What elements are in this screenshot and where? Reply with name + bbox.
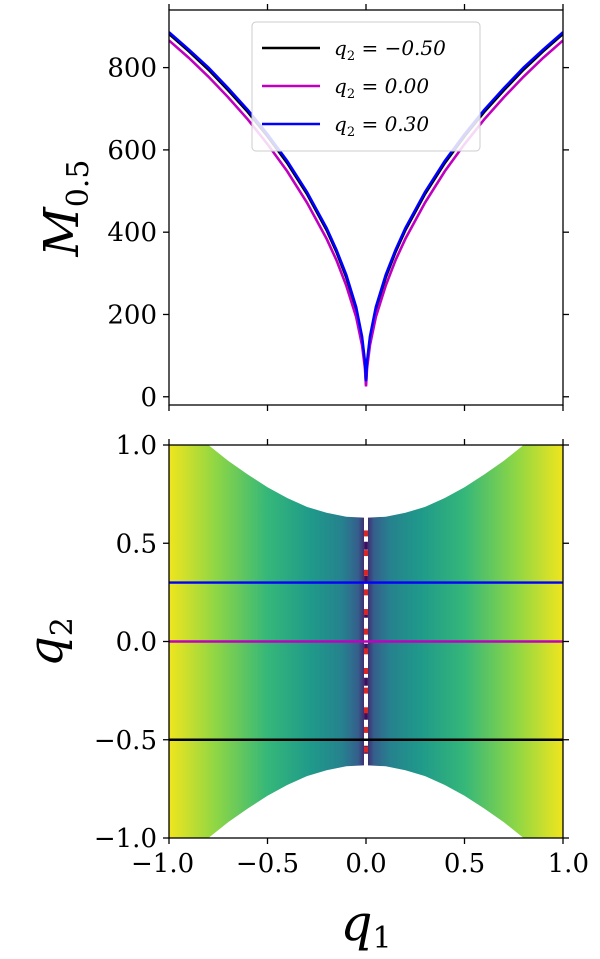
bottom-x-axis-title-sub: 1 bbox=[372, 921, 391, 956]
bottom-y-tick-label: −0.5 bbox=[94, 726, 157, 756]
top-y-axis-title: M0.5 bbox=[34, 160, 96, 258]
bottom-x-tick-label: −1.0 bbox=[131, 849, 194, 879]
bottom-y-tick-label: 1.0 bbox=[116, 431, 157, 461]
bottom-x-tick-label: 0.5 bbox=[444, 849, 485, 879]
legend: q2 = −0.50 q2 = 0.00 q2 = 0.30 bbox=[251, 21, 481, 152]
bottom-y-axis-title-sub: 2 bbox=[45, 617, 80, 636]
bottom-x-tick-label: −0.5 bbox=[236, 849, 299, 879]
top-y-axis-title-sub: 0.5 bbox=[61, 160, 96, 208]
bottom-y-tick-label: −1.0 bbox=[94, 824, 157, 854]
top-y-axis-title-main: M bbox=[34, 205, 90, 257]
legend-label-1: q2 = −0.50 bbox=[334, 36, 446, 64]
bottom-y-axis-title-main: q bbox=[18, 636, 74, 667]
bottom-axes: −1.0 −0.5 0.0 0.5 1.0 −1.0 −0.5 0.0 0.5 1.0 bbox=[94, 431, 589, 879]
top-y-tick-label: 0 bbox=[140, 383, 157, 413]
bottom-y-tick-label: 0.0 bbox=[116, 628, 157, 658]
bottom-y-axis-title: q2 bbox=[18, 617, 80, 667]
bottom-y-tick-label: 0.5 bbox=[116, 529, 157, 559]
bottom-x-axis-title: q1 bbox=[340, 894, 391, 956]
bottom-x-tick-label: 0.0 bbox=[345, 849, 386, 879]
bottom-x-axis-title-main: q bbox=[340, 894, 372, 952]
bottom-x-tick-label: 1.0 bbox=[548, 849, 589, 879]
top-y-tick-label: 600 bbox=[107, 136, 157, 166]
top-axes: 0 200 400 600 800 bbox=[107, 4, 569, 413]
bottom-chart-panel: −1.0−0.50.00.51.0−1.0 −0.5 0.0 0.5 1.0 q2 q1 bbox=[18, 431, 589, 956]
legend-box bbox=[251, 21, 481, 152]
legend-label-2: q2 = 0.00 bbox=[334, 74, 429, 102]
top-y-tick-label: 400 bbox=[107, 218, 157, 248]
top-y-tick-label: 800 bbox=[107, 54, 157, 84]
bottom-plot-area bbox=[169, 445, 563, 838]
legend-label-3: q2 = 0.30 bbox=[334, 112, 429, 140]
top-y-tick-label: 200 bbox=[107, 300, 157, 330]
